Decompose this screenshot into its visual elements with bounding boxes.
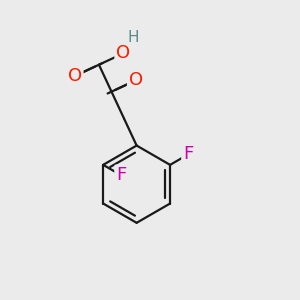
Text: H: H — [128, 30, 139, 45]
Text: O: O — [129, 71, 143, 89]
Text: O: O — [68, 67, 82, 85]
Text: F: F — [183, 146, 193, 164]
Text: O: O — [116, 44, 130, 62]
Text: F: F — [116, 166, 126, 184]
